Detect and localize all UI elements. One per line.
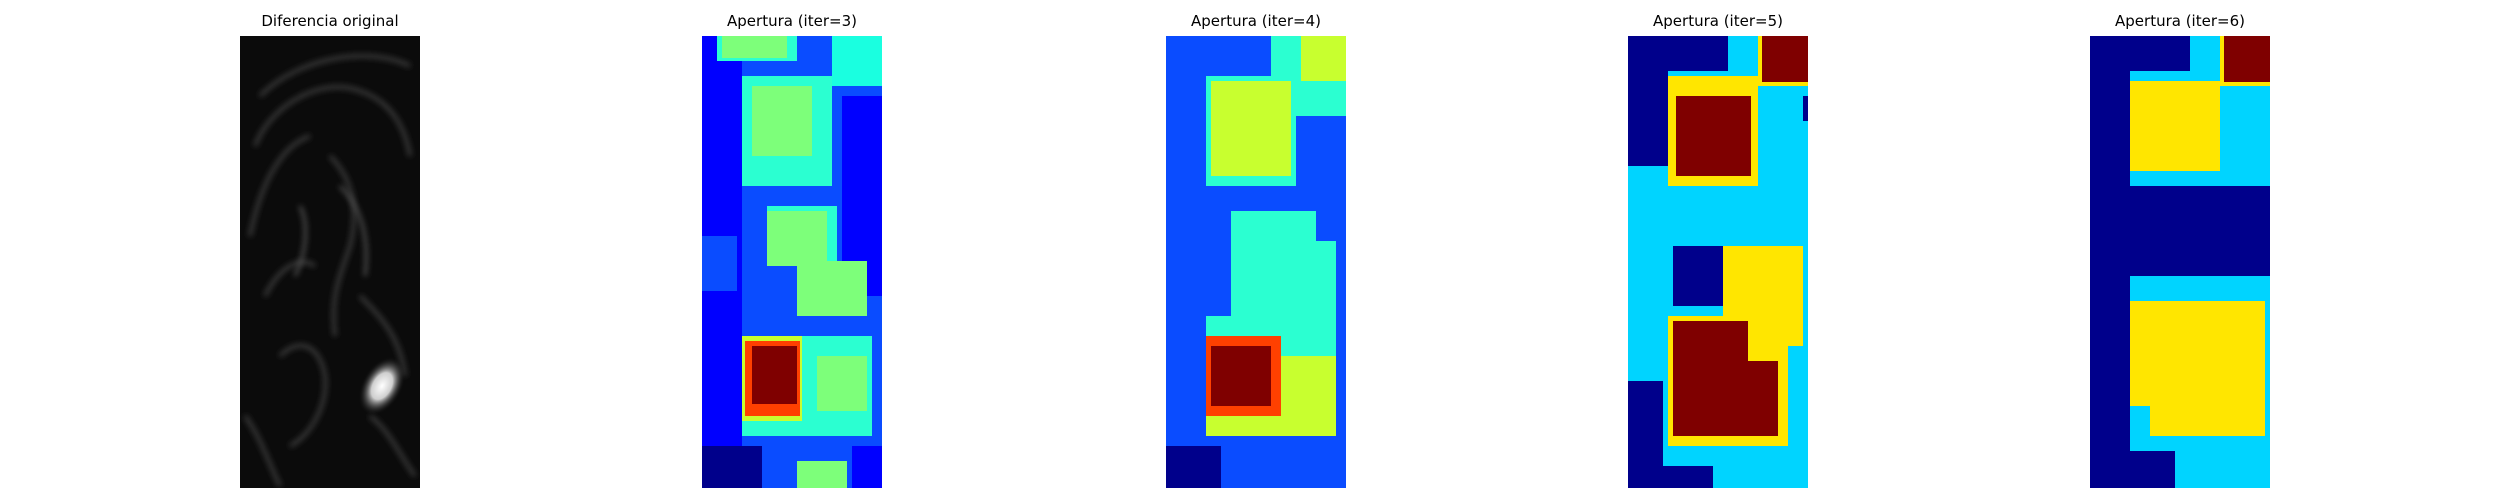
panel-title: Apertura (iter=4) xyxy=(1191,12,1321,30)
panel-apertura-iter-6: Apertura (iter=6) xyxy=(2090,0,2270,500)
panel-title: Apertura (iter=3) xyxy=(727,12,857,30)
segmentation-map xyxy=(2090,36,2270,488)
panel-title: Diferencia original xyxy=(261,12,399,30)
segmentation-map xyxy=(1166,36,1346,488)
panel-apertura-iter-5: Apertura (iter=5) xyxy=(1628,0,1808,500)
segmentation-map xyxy=(1628,36,1808,488)
panel-title: Apertura (iter=6) xyxy=(2115,12,2245,30)
panel-apertura-iter-3: Apertura (iter=3) xyxy=(702,0,882,500)
segmentation-map xyxy=(702,36,882,488)
panel-title: Apertura (iter=5) xyxy=(1653,12,1783,30)
panel-apertura-iter-4: Apertura (iter=4) xyxy=(1166,0,1346,500)
grayscale-image xyxy=(240,36,420,488)
panel-diferencia-original: Diferencia original xyxy=(240,0,420,500)
